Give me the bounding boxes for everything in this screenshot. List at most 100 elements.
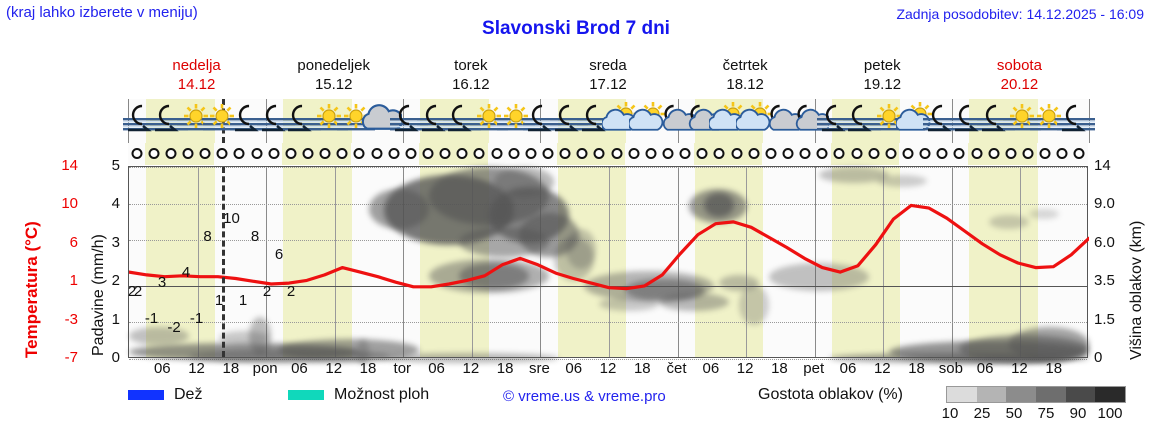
cloud-cover-blob xyxy=(599,297,659,311)
copyright-link[interactable]: © vreme.us & vreme.pro xyxy=(503,388,666,405)
cloud-cover-blob xyxy=(659,293,729,311)
temp-gridline-14 xyxy=(129,167,1087,168)
hour-marker-dot xyxy=(268,148,280,159)
cloud-scale-value-90: 90 xyxy=(1069,405,1087,422)
time-label-pon: pon xyxy=(252,360,278,377)
showers-legend-swatch xyxy=(288,390,324,400)
temp-point-label: -1 xyxy=(189,310,204,328)
day-column-ponedeljek: ponedeljek 15.12 xyxy=(265,56,402,96)
hour-marker-dot xyxy=(713,148,725,159)
hour-marker-dot xyxy=(576,148,588,159)
time-label-12: 12 xyxy=(736,360,754,377)
day-separator-6 xyxy=(951,167,953,357)
time-label-sob: sob xyxy=(938,360,963,377)
cloud-height-axis-title: Višina oblakov (km) xyxy=(1128,220,1145,360)
sun-cloud-icon xyxy=(601,100,642,142)
time-label-18: 18 xyxy=(1045,360,1063,377)
temp-ticks-5: -7 xyxy=(64,349,78,366)
moon-icon xyxy=(149,100,189,142)
hour-marker-dot xyxy=(696,148,708,159)
hour-marker-dot xyxy=(182,148,194,159)
cloud-cover-blob xyxy=(379,353,559,363)
cloud-cover-blob xyxy=(249,317,271,355)
cloud-cover-blob xyxy=(459,227,549,257)
midday-gridline-5 xyxy=(883,167,885,357)
day-date: 16.12 xyxy=(452,76,490,93)
time-label-06: 06 xyxy=(702,360,720,377)
hour-marker-dot xyxy=(919,148,931,159)
night-band-5 xyxy=(830,143,900,165)
time-axis-labels: 06 12 18 pon 06 12 18 tor 06 12 18 sre 06 12 18 čet 06 12… xyxy=(128,360,1088,380)
moon-icon xyxy=(842,100,882,142)
hour-marker-dot xyxy=(233,148,245,159)
sun-icon xyxy=(309,100,349,142)
time-label-18: 18 xyxy=(908,360,925,377)
hour-marker-dot xyxy=(439,148,451,159)
hour-marker-dot xyxy=(1039,148,1051,159)
time-label-06: 06 xyxy=(153,360,171,377)
midday-gridline-4 xyxy=(746,167,748,357)
hour-marker-dot xyxy=(748,148,760,159)
hour-marker-dot xyxy=(679,148,691,159)
moon-icon xyxy=(389,100,429,142)
day-separator-4 xyxy=(677,167,679,357)
day-name: sobota xyxy=(996,57,1042,74)
hour-marker-dot xyxy=(388,148,400,159)
temp-point-label: 10 xyxy=(223,209,240,227)
time-label-18: 18 xyxy=(496,360,514,377)
sun-icon xyxy=(496,100,536,142)
temp-point-label: 8 xyxy=(250,227,260,245)
time-label-pet: pet xyxy=(803,360,825,377)
sun-icon xyxy=(176,100,216,142)
hour-marker-dot xyxy=(645,148,657,159)
midday-gridline-3 xyxy=(609,167,610,357)
moon-icon xyxy=(122,100,162,142)
hour-marker-dot xyxy=(1005,148,1017,159)
hour-marker-dot xyxy=(611,148,623,159)
hour-marker-dot xyxy=(868,148,880,159)
day-name: ponedeljek xyxy=(297,57,370,74)
hour-marker-dot xyxy=(353,148,365,159)
cloud-density-title: Gostota oblakov (%) xyxy=(758,386,903,403)
hour-marker-dot xyxy=(593,148,605,159)
day-name: petek xyxy=(863,57,901,74)
cloud-scale-value-75: 75 xyxy=(1037,405,1055,422)
cloud-scale-value-25: 25 xyxy=(973,405,991,422)
day-column-sreda: sreda 17.12 xyxy=(539,56,676,96)
cloud-ticks-1: 9.0 xyxy=(1094,195,1115,213)
day-header-row: nedelja 14.12 ponedeljek 15.12 torek 16.12 sre… xyxy=(128,56,1088,96)
moon-icon xyxy=(949,100,989,142)
night-band-0 xyxy=(145,143,214,165)
day-date: 19.12 xyxy=(863,76,902,93)
cloud-cover-blob xyxy=(704,193,734,217)
cloud-ticks-5: 0 xyxy=(1094,349,1103,366)
time-label-18: 18 xyxy=(771,360,788,377)
time-label-06: 06 xyxy=(839,360,857,377)
cloud-cover-blob xyxy=(739,285,769,325)
sun-cloud-icon xyxy=(894,100,936,142)
hour-marker-dot xyxy=(765,148,777,159)
cloud-scale-value-50: 50 xyxy=(1005,405,1023,422)
cloud-scale-value-10: 10 xyxy=(941,405,959,422)
day-column-četrtek: četrtek 18.12 xyxy=(677,56,814,96)
cloud-cover-blob xyxy=(279,339,419,361)
page-title: Slavonski Brod 7 dni xyxy=(482,18,670,39)
hour-marker-dot xyxy=(1073,148,1085,159)
day-name: četrtek xyxy=(722,57,768,74)
temp-point-label: 6 xyxy=(274,246,284,264)
day-name: sreda xyxy=(589,57,627,74)
hour-marker-dot xyxy=(628,148,640,159)
hour-marker-dot xyxy=(988,148,1000,159)
time-label-06: 06 xyxy=(291,360,308,377)
precipitation-axis-title: Padavine (mm/h) xyxy=(90,234,107,356)
cloud-cover-blob xyxy=(989,215,1029,229)
temp-ticks-2: 6 xyxy=(69,233,78,251)
hour-marker-dot xyxy=(216,148,228,159)
moon-icon xyxy=(549,100,589,142)
night-band-6 xyxy=(969,167,1038,357)
hour-marker-dot xyxy=(131,148,143,159)
prec-ticks-4: 1 xyxy=(111,310,120,328)
day-date: 15.12 xyxy=(314,76,353,93)
night-band-1 xyxy=(282,143,351,165)
hour-marker-dot xyxy=(971,148,983,159)
